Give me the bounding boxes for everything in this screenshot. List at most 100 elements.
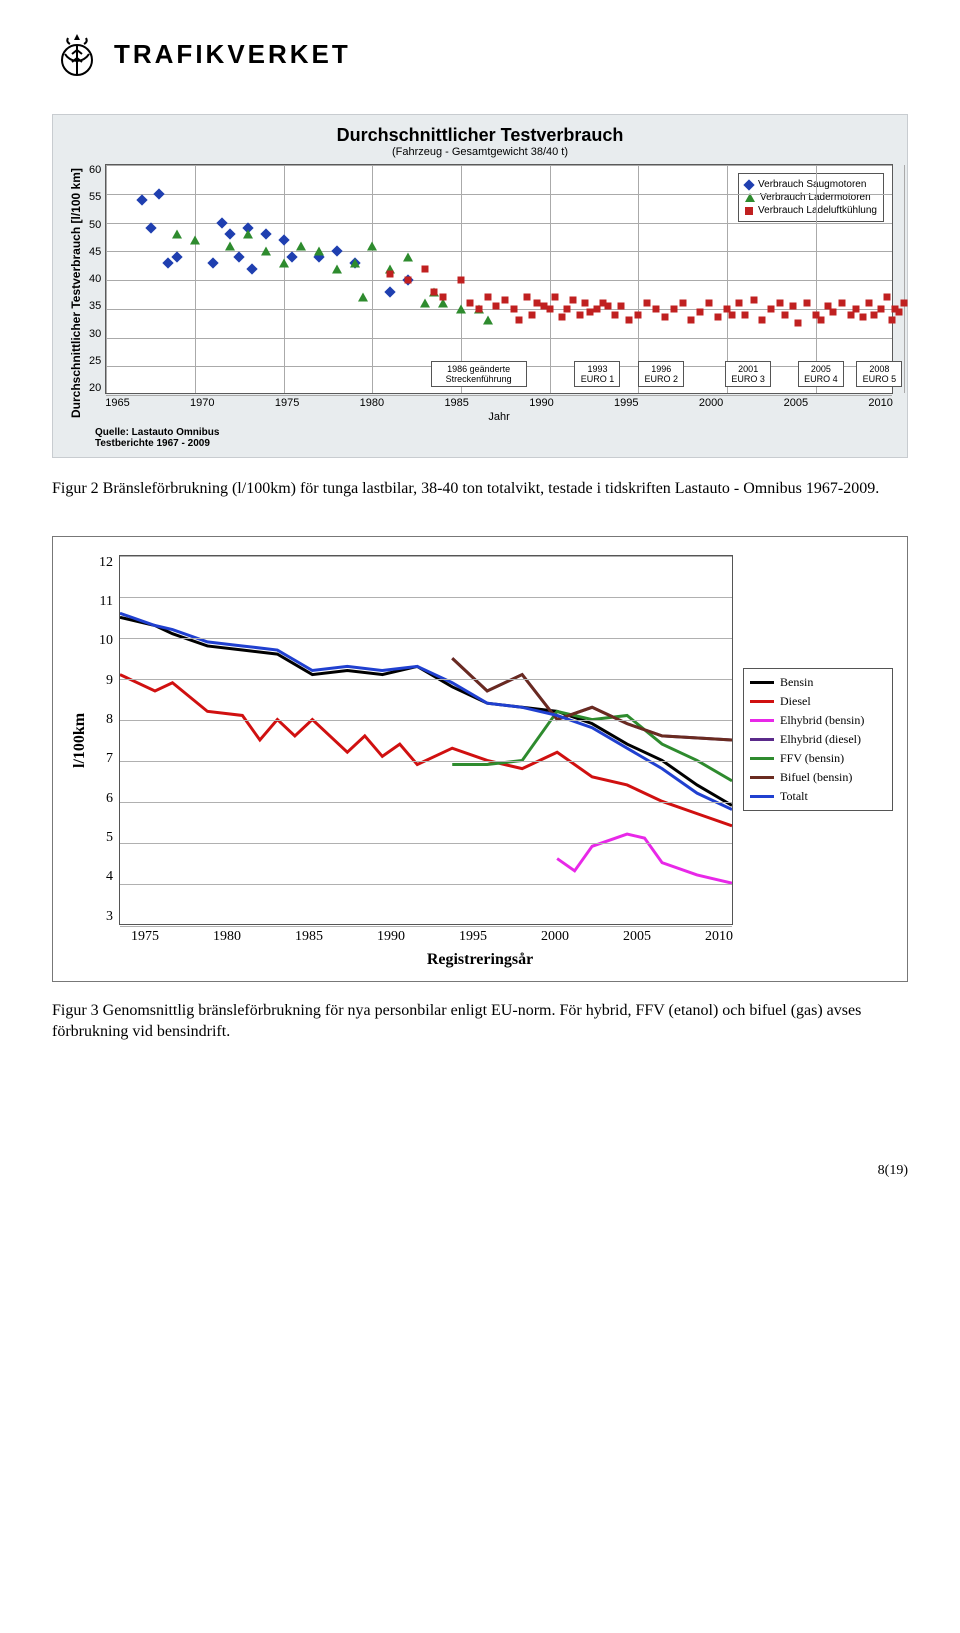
data-point bbox=[715, 314, 722, 321]
data-point bbox=[750, 297, 757, 304]
legend-label: Elhybrid (diesel) bbox=[780, 732, 861, 747]
data-point bbox=[296, 241, 306, 250]
trafikverket-crown-icon bbox=[52, 28, 102, 80]
chart-annotation: 2008 EURO 5 bbox=[856, 361, 902, 388]
data-point bbox=[883, 294, 890, 301]
data-point bbox=[216, 217, 227, 228]
data-point bbox=[789, 302, 796, 309]
data-point bbox=[661, 314, 668, 321]
data-point bbox=[605, 302, 612, 309]
data-point bbox=[457, 277, 464, 284]
data-point bbox=[534, 300, 541, 307]
data-point bbox=[172, 251, 183, 262]
data-point bbox=[860, 314, 867, 321]
chart1-source: Quelle: Lastauto Omnibus Testberichte 19… bbox=[95, 427, 893, 449]
chart2-xticks: 19751980198519901995200020052010 bbox=[131, 925, 733, 945]
data-point bbox=[782, 311, 789, 318]
data-point bbox=[523, 294, 530, 301]
chart1-xlabel: Jahr bbox=[105, 411, 893, 423]
data-point bbox=[582, 300, 589, 307]
data-point bbox=[502, 297, 509, 304]
data-point bbox=[261, 247, 271, 256]
data-point bbox=[234, 251, 245, 262]
logo-text: TRAFIKVERKET bbox=[114, 39, 351, 70]
data-point bbox=[172, 230, 182, 239]
data-point bbox=[564, 305, 571, 312]
data-point bbox=[420, 299, 430, 308]
data-point bbox=[865, 300, 872, 307]
data-point bbox=[483, 316, 493, 325]
data-point bbox=[431, 288, 438, 295]
chart2-container: l/100km 1211109876543 BensinDieselElhybr… bbox=[52, 536, 908, 982]
data-point bbox=[839, 300, 846, 307]
data-point bbox=[225, 241, 235, 250]
data-point bbox=[635, 311, 642, 318]
data-point bbox=[331, 246, 342, 257]
data-point bbox=[777, 300, 784, 307]
chart1-subtitle: (Fahrzeug - Gesamtgewicht 38/40 t) bbox=[67, 146, 893, 158]
chart-annotation: 2005 EURO 4 bbox=[798, 361, 844, 388]
data-point bbox=[386, 271, 393, 278]
data-point bbox=[626, 317, 633, 324]
data-point bbox=[456, 304, 466, 313]
data-point bbox=[612, 311, 619, 318]
chart1-title: Durchschnittlicher Testverbrauch bbox=[67, 125, 893, 146]
data-point bbox=[207, 257, 218, 268]
series-line bbox=[557, 834, 732, 883]
data-point bbox=[895, 308, 902, 315]
legend-swatch bbox=[750, 738, 774, 741]
legend-label: Bensin bbox=[780, 675, 813, 690]
caption1: Figur 2 Bränsleförbrukning (l/100km) för… bbox=[52, 478, 908, 500]
data-point bbox=[741, 311, 748, 318]
square-icon bbox=[745, 207, 753, 215]
chart-annotation: 1986 geänderte Streckenführung bbox=[431, 361, 527, 388]
legend-swatch bbox=[750, 719, 774, 722]
chart2-xlabel: Registreringsår bbox=[67, 951, 893, 969]
data-point bbox=[422, 265, 429, 272]
chart2-legend: BensinDieselElhybrid (bensin)Elhybrid (d… bbox=[743, 668, 893, 811]
data-point bbox=[511, 305, 518, 312]
data-point bbox=[403, 253, 413, 262]
caption2: Figur 3 Genomsnittlig bränsleförbrukning… bbox=[52, 1000, 908, 1043]
chart2-yticks: 1211109876543 bbox=[93, 555, 119, 925]
chart2-svg bbox=[120, 556, 732, 924]
data-point bbox=[154, 188, 165, 199]
chart1-container: Durchschnittlicher Testverbrauch (Fahrze… bbox=[52, 114, 908, 458]
data-point bbox=[830, 308, 837, 315]
data-point bbox=[652, 305, 659, 312]
chart1-ylabel: Durchschnittlicher Testverbrauch [l/100 … bbox=[67, 164, 85, 423]
data-point bbox=[475, 305, 482, 312]
data-point bbox=[871, 311, 878, 318]
legend-swatch bbox=[750, 700, 774, 703]
data-point bbox=[367, 241, 377, 250]
chart-annotation: 1996 EURO 2 bbox=[638, 361, 684, 388]
chart2-plot bbox=[119, 555, 733, 925]
chart2-ylabel: l/100km bbox=[67, 555, 93, 925]
data-point bbox=[246, 263, 257, 274]
data-point bbox=[576, 311, 583, 318]
data-point bbox=[688, 317, 695, 324]
data-point bbox=[493, 302, 500, 309]
data-point bbox=[145, 223, 156, 234]
data-point bbox=[260, 228, 271, 239]
data-point bbox=[278, 234, 289, 245]
data-point bbox=[569, 297, 576, 304]
data-point bbox=[670, 305, 677, 312]
data-point bbox=[617, 302, 624, 309]
legend-label: Elhybrid (bensin) bbox=[780, 713, 864, 728]
chart-annotation: 2001 EURO 3 bbox=[725, 361, 771, 388]
legend-label: Totalt bbox=[780, 789, 808, 804]
data-point bbox=[551, 294, 558, 301]
data-point bbox=[644, 300, 651, 307]
series-line bbox=[452, 711, 732, 781]
data-point bbox=[190, 235, 200, 244]
data-point bbox=[332, 264, 342, 273]
chart1-legend: Verbrauch Saugmotoren Verbrauch Ladermot… bbox=[738, 173, 884, 222]
chart1-plot: Verbrauch Saugmotoren Verbrauch Ladermot… bbox=[105, 164, 893, 394]
logo: TRAFIKVERKET bbox=[52, 28, 908, 80]
data-point bbox=[817, 317, 824, 324]
data-point bbox=[350, 258, 360, 267]
chart-annotation: 1993 EURO 1 bbox=[574, 361, 620, 388]
data-point bbox=[243, 230, 253, 239]
data-point bbox=[697, 308, 704, 315]
